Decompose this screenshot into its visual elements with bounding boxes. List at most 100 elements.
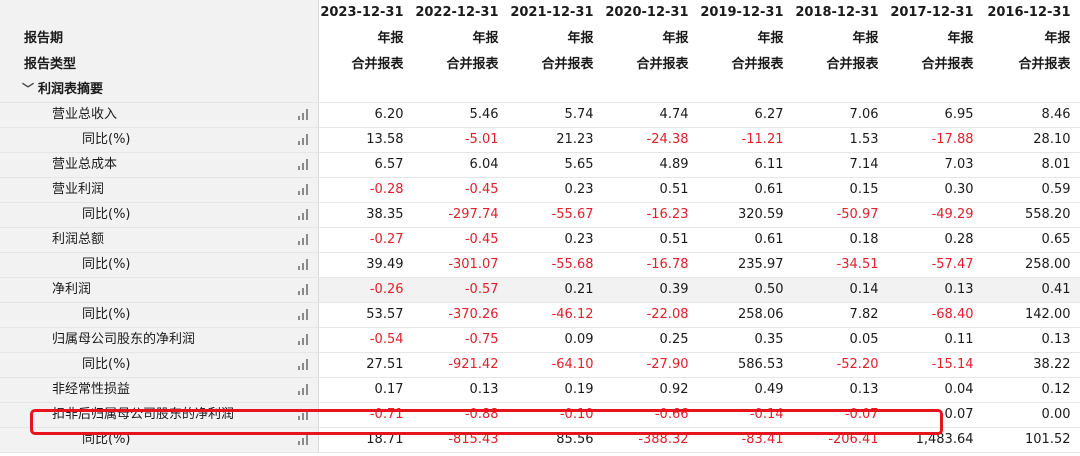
row-chart-button[interactable] (288, 377, 319, 403)
row-label-cell: 同比(%) (0, 202, 288, 228)
row-value-cell: 0.05 (793, 327, 889, 353)
bar-chart-icon[interactable] (296, 134, 310, 145)
row-label-cell: 归属母公司股东的净利润 (0, 327, 288, 353)
row-value-cell: -0.27 (318, 227, 414, 253)
bar-chart-icon[interactable] (296, 359, 310, 370)
report-type-cell: 合并报表 (351, 57, 404, 72)
row-chart-button[interactable] (288, 152, 319, 178)
row-chart-button[interactable] (288, 327, 319, 353)
row-chart-button[interactable] (288, 202, 319, 228)
row-value-cell: -68.40 (888, 302, 984, 328)
section-label-cell[interactable]: ﹀ 利润表摘要 (0, 78, 288, 103)
header-report-period-row: 报告期 年报 年报 年报 年报 年报 年报 年报 年报 (0, 26, 1080, 52)
bar-chart-icon[interactable] (296, 259, 310, 270)
bar-chart-icon[interactable] (296, 409, 310, 420)
row-value-cell: -206.41 (793, 427, 889, 453)
row-chart-button[interactable] (288, 302, 319, 328)
table-row: 同比(%) 53.57 -370.26 -46.12 -22.08 258.06 7.82-… (0, 302, 1080, 328)
row-value-cell: 1.53 (793, 127, 889, 153)
row-value-cell: 6.27 (698, 102, 794, 128)
row-value-cell: 21.23 (508, 127, 604, 153)
row-value-cell: -83.41 (698, 427, 794, 453)
row-label-cell: 营业利润 (0, 177, 288, 203)
row-value-cell: 0.11 (888, 327, 984, 353)
row-label-cell: 利润总额 (0, 227, 288, 253)
row-chart-button[interactable] (288, 177, 319, 203)
bar-chart-icon[interactable] (296, 309, 310, 320)
row-label: 扣非后归属母公司股东的净利润 (52, 407, 235, 422)
row-chart-button[interactable] (288, 352, 319, 378)
row-value-cell: 0.51 (603, 227, 699, 253)
row-value-cell: 0.39 (603, 277, 699, 303)
bar-chart-icon[interactable] (296, 109, 310, 120)
chevron-down-icon[interactable]: ﹀ (22, 82, 35, 96)
row-value-cell: -55.68 (508, 252, 604, 278)
report-type-cell: 合并报表 (636, 57, 689, 72)
report-period-cell: 年报 (472, 31, 499, 46)
header-report-type-row: 报告类型 合并报表 合并报表 合并报表 合并报表 合并报表 合并报表 合并报表 合并报表 (0, 52, 1080, 78)
bar-chart-icon[interactable] (296, 159, 310, 170)
row-chart-button[interactable] (288, 227, 319, 253)
row-chart-button[interactable] (288, 102, 319, 128)
bar-chart-icon[interactable] (296, 234, 310, 245)
row-label: 利润总额 (52, 232, 105, 247)
report-type-cell: 合并报表 (731, 57, 784, 72)
section-row-income-summary[interactable]: ﹀ 利润表摘要 (0, 78, 1080, 103)
row-label: 同比(%) (82, 132, 131, 147)
row-value-cell: 7.03 (888, 152, 984, 178)
row-label-cell: 同比(%) (0, 252, 288, 278)
report-type-label: 报告类型 (0, 52, 288, 78)
row-value-cell: 8.46 (983, 102, 1080, 128)
table-row: 营业总成本 6.57 6.04 5.65 4.89 6.11 7.14 7.03 8.01 (0, 152, 1080, 178)
bar-chart-icon[interactable] (296, 434, 310, 445)
row-value-cell: 0.23 (508, 227, 604, 253)
report-period-cell: 年报 (852, 31, 879, 46)
row-value-cell: 4.74 (603, 102, 699, 128)
row-value-cell: 5.74 (508, 102, 604, 128)
row-value-cell: 558.20 (983, 202, 1080, 228)
row-value-cell: -16.23 (603, 202, 699, 228)
row-chart-button[interactable] (288, 252, 319, 278)
report-type-cell: 合并报表 (1018, 57, 1071, 72)
row-chart-button[interactable] (288, 127, 319, 153)
row-value-cell: -0.10 (508, 402, 604, 428)
row-value-cell: 0.61 (698, 227, 794, 253)
bar-chart-icon[interactable] (296, 284, 310, 295)
row-chart-button[interactable] (288, 277, 319, 303)
table-row: 归属母公司股东的净利润 -0.54 -0.75 0.09 0.25 0.35 0.05 0.1… (0, 327, 1080, 353)
row-value-cell: -55.67 (508, 202, 604, 228)
row-value-cell: 0.13 (983, 327, 1080, 353)
row-value-cell: 0.13 (413, 377, 509, 403)
row-value-cell: 0.51 (603, 177, 699, 203)
column-date-header: 2016-12-31 (987, 5, 1071, 20)
bar-chart-icon[interactable] (296, 384, 310, 395)
row-value-cell: 0.59 (983, 177, 1080, 203)
bar-chart-icon[interactable] (296, 209, 310, 220)
row-label: 净利润 (52, 282, 92, 297)
row-label: 非经常性损益 (52, 382, 131, 397)
report-period-cell: 年报 (947, 31, 974, 46)
section-empty-cell (318, 78, 414, 103)
row-value-cell: 0.17 (318, 377, 414, 403)
row-value-cell: 0.07 (888, 402, 984, 428)
column-date-header: 2017-12-31 (890, 5, 974, 20)
bar-chart-icon[interactable] (296, 334, 310, 345)
row-label-cell: 同比(%) (0, 352, 288, 378)
row-label-cell: 营业总收入 (0, 102, 288, 128)
row-value-cell: -921.42 (413, 352, 509, 378)
row-chart-button[interactable] (288, 402, 319, 428)
table-row: 非经常性损益 0.17 0.13 0.19 0.92 0.49 0.13 0.04 0.12 (0, 377, 1080, 403)
row-value-cell: 0.13 (793, 377, 889, 403)
table-row: 利润总额 -0.27 -0.45 0.23 0.51 0.61 0.18 0.28 0.65 (0, 227, 1080, 253)
row-value-cell: -57.47 (888, 252, 984, 278)
table-row: 同比(%) 39.49 -301.07 -55.68 -16.78 235.97 -34.5… (0, 252, 1080, 278)
bar-chart-icon[interactable] (296, 184, 310, 195)
row-chart-button[interactable] (288, 427, 319, 453)
table-row: 同比(%) 27.51 -921.42 -64.10 -27.90 586.53 -52.2… (0, 352, 1080, 378)
row-value-cell: -52.20 (793, 352, 889, 378)
row-value-cell: 0.35 (698, 327, 794, 353)
row-value-cell: -0.57 (413, 277, 509, 303)
row-label-cell: 营业总成本 (0, 152, 288, 178)
row-value-cell: 586.53 (698, 352, 794, 378)
